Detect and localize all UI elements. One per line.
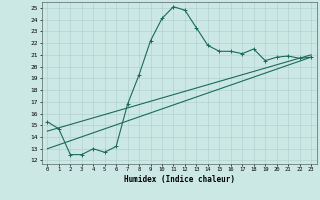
X-axis label: Humidex (Indice chaleur): Humidex (Indice chaleur) <box>124 175 235 184</box>
